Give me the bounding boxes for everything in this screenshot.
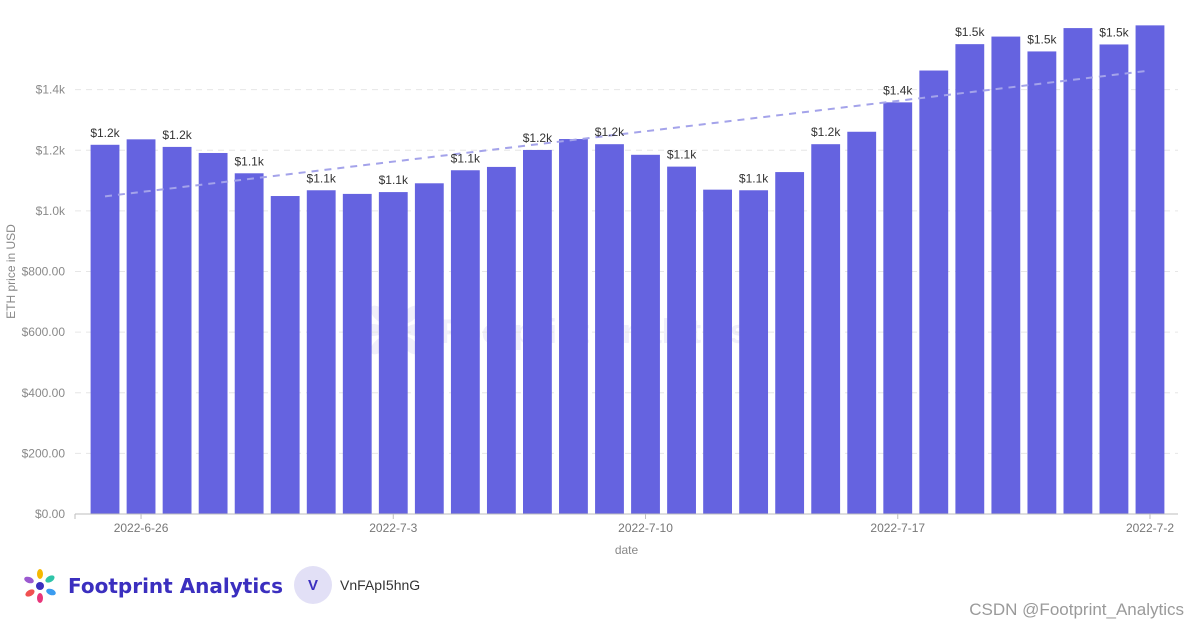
data-label: $1.5k (955, 25, 985, 39)
data-label: $1.2k (90, 126, 120, 140)
trendline (104, 69, 1151, 198)
data-label: $1.5k (1099, 25, 1129, 39)
bar (234, 173, 264, 514)
bar (883, 102, 913, 514)
x-axis-title: date (615, 543, 639, 557)
bar (991, 36, 1021, 514)
footprint-logo-icon (24, 569, 56, 603)
x-tick-label: 2022-7-17 (870, 521, 925, 535)
data-label: $1.1k (739, 171, 769, 185)
avatar[interactable]: V (294, 566, 332, 604)
bar (667, 166, 696, 514)
bar (378, 192, 408, 515)
data-label: $1.4k (883, 83, 913, 97)
y-tick-label: $0.00 (35, 507, 65, 521)
bar (1063, 28, 1093, 514)
bar (414, 183, 444, 514)
data-label: $1.2k (523, 131, 553, 145)
data-label: $1.5k (1027, 32, 1057, 46)
x-tick-label: 2022-7-3 (369, 521, 417, 535)
bar (342, 193, 372, 514)
trendline-path (104, 69, 1151, 198)
bar (739, 190, 769, 514)
bar (1099, 44, 1129, 514)
bar (126, 139, 156, 514)
bar (919, 70, 949, 514)
y-tick-label: $1.0k (36, 204, 66, 218)
bar-series (90, 25, 1165, 515)
bar (811, 144, 841, 514)
eth-price-bar-chart: Footprint Analytics $1.2k $1.2k$1.1k$1.1k… (4, 25, 1178, 557)
y-tick-label: $200.00 (22, 446, 66, 460)
bar (198, 152, 228, 514)
bar (847, 131, 877, 514)
bar (450, 170, 480, 514)
bar (523, 149, 552, 514)
user-info[interactable]: V VnFApI5hnG (294, 566, 420, 604)
brand-name: Footprint Analytics (68, 574, 283, 598)
bar (631, 154, 660, 514)
axes: $0.00 $200.00 $400.00 $600.00 $800.00 $1.0k $1… (4, 83, 1178, 557)
bar (703, 189, 732, 514)
username: VnFApI5hnG (340, 577, 421, 593)
y-tick-label: $400.00 (22, 386, 66, 400)
bar (775, 172, 805, 514)
bar (486, 166, 516, 514)
data-label: $1.1k (667, 148, 697, 162)
bar (90, 144, 120, 514)
bar (162, 146, 192, 514)
gridlines (75, 89, 1178, 454)
bar (270, 196, 300, 514)
x-tick-label: 2022-7-10 (618, 521, 673, 535)
y-axis-title: ETH price in USD (4, 224, 18, 319)
bar (595, 144, 624, 514)
x-tick-label: 2022-6-26 (114, 521, 169, 535)
y-tick-label: $600.00 (22, 325, 66, 339)
data-label: $1.2k (162, 128, 192, 142)
data-label: $1.1k (379, 173, 409, 187)
data-labels: $1.2k $1.2k $1.1k $1.1k $1.1k $1.1k $1.2k $1.2k… (90, 25, 1129, 187)
footprint-brand[interactable]: Footprint Analytics (18, 566, 283, 606)
bar (1027, 51, 1057, 515)
bar (306, 190, 336, 514)
data-label: $1.2k (595, 125, 625, 139)
data-label: $1.1k (451, 151, 481, 165)
credit-watermark: CSDN @Footprint_Analytics (969, 600, 1184, 619)
x-tick-label: 2022-7-2 (1126, 521, 1174, 535)
y-tick-label: $800.00 (22, 265, 66, 279)
bar (1135, 25, 1165, 515)
y-tick-label: $1.2k (36, 143, 66, 157)
bar (559, 139, 588, 515)
y-tick-label: $1.4k (36, 83, 66, 97)
data-label: $1.2k (811, 125, 841, 139)
data-label: $1.1k (234, 154, 264, 168)
bar (955, 44, 985, 514)
data-label: $1.1k (307, 171, 337, 185)
